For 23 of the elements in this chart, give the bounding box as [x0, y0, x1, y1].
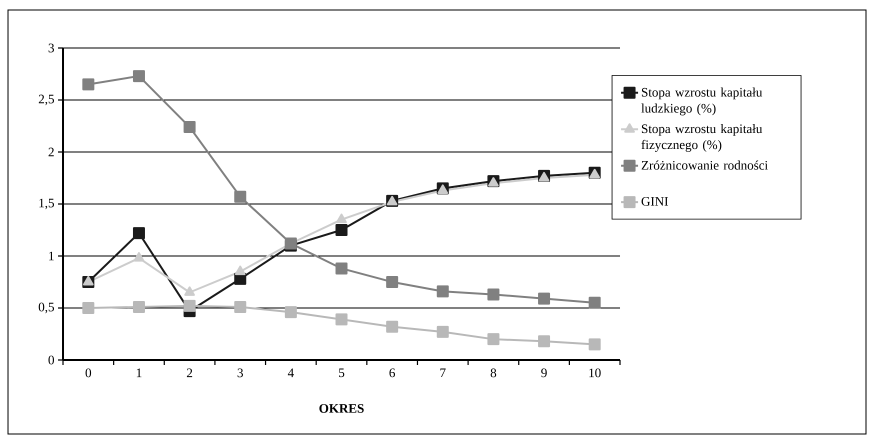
- y-tick-label: 1: [49, 252, 54, 260]
- x-tick-label: 1: [136, 368, 142, 378]
- y-tick-label: 3: [48, 44, 54, 52]
- x-tick-label: 5: [339, 368, 344, 378]
- x-axis-title: OKRES: [319, 404, 364, 413]
- legend-label: GINI: [642, 197, 668, 206]
- y-tick-label: 2,5: [38, 94, 54, 106]
- x-tick-label: 0: [86, 368, 92, 378]
- legend-label: Stopa wzrostu kapitału fizycznego (%): [641, 124, 762, 152]
- legend-label: Stopa wzrostu kapitału ludzkiego (%): [641, 88, 762, 116]
- x-tick-label: 2: [186, 368, 192, 378]
- legend-label: Zróżnicowanie rodności: [642, 160, 768, 170]
- y-tick-label: 2: [48, 148, 54, 156]
- y-tick-label: 0,5: [38, 302, 54, 314]
- x-tick-label: 6: [389, 368, 396, 378]
- x-tick-label: 7: [440, 368, 446, 378]
- x-tick-label: 4: [288, 368, 294, 378]
- x-tick-label: 9: [541, 368, 547, 378]
- x-tick-label: 8: [490, 368, 496, 378]
- x-tick-label: 10: [589, 368, 601, 378]
- x-tick-label: 3: [238, 368, 243, 378]
- y-tick-label: 1,5: [39, 198, 54, 210]
- y-tick-label: 0: [48, 356, 54, 364]
